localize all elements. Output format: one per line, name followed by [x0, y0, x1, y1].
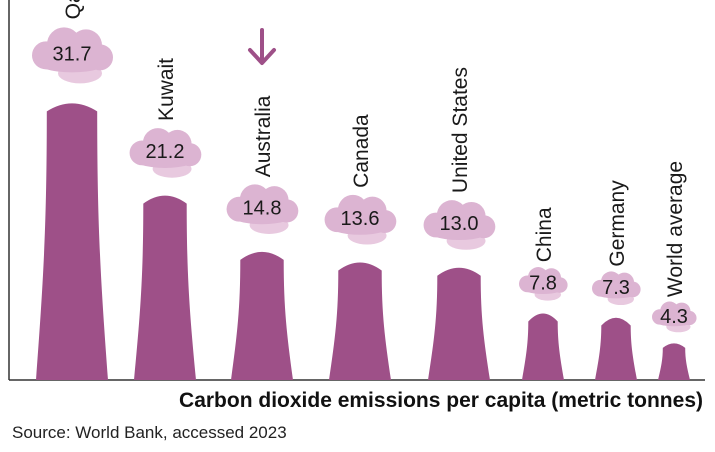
value-label-germany: 7.3 [602, 277, 630, 299]
source-note: Source: World Bank, accessed 2023 [12, 423, 287, 442]
cloud-germany [592, 271, 641, 306]
cloud-australia [226, 184, 299, 234]
category-label-qatar: Qatar [62, 0, 85, 19]
tower-germany [595, 317, 637, 380]
category-label-china: China [533, 207, 556, 262]
highlight-arrow-icon [248, 28, 276, 65]
cloud-qatar [32, 27, 113, 84]
value-label-world-average: 4.3 [660, 306, 688, 328]
category-label-canada: Canada [350, 114, 373, 188]
tower-united-states [428, 267, 490, 380]
value-label-china: 7.8 [529, 273, 557, 295]
value-label-australia: 14.8 [243, 197, 282, 219]
tower-world-average [658, 343, 690, 380]
tower-qatar [36, 103, 108, 381]
value-label-kuwait: 21.2 [146, 141, 185, 163]
tower-australia [231, 251, 293, 380]
category-label-australia: Australia [252, 95, 275, 177]
tower-china [522, 313, 564, 380]
category-label-kuwait: Kuwait [155, 58, 178, 121]
cloud-united-states [423, 200, 496, 250]
cloud-canada [324, 194, 397, 245]
category-label-united-states: United States [449, 67, 472, 193]
value-label-united-states: 13.0 [440, 213, 479, 235]
chart-marks: 31.7 Qatar 21.2 Kuwait 14.8 Australia 13.6 Cana… [32, 0, 697, 381]
value-label-qatar: 31.7 [53, 43, 92, 65]
cloud-kuwait [129, 128, 202, 178]
category-label-germany: Germany [606, 180, 629, 267]
cloud-world-average [652, 301, 697, 333]
category-label-world-average: World average [664, 161, 687, 297]
x-axis-label: Carbon dioxide emissions per capita (met… [179, 389, 703, 412]
tower-kuwait [134, 195, 196, 380]
cloud-china [519, 267, 568, 301]
tower-canada [329, 262, 391, 380]
value-label-canada: 13.6 [341, 208, 380, 230]
